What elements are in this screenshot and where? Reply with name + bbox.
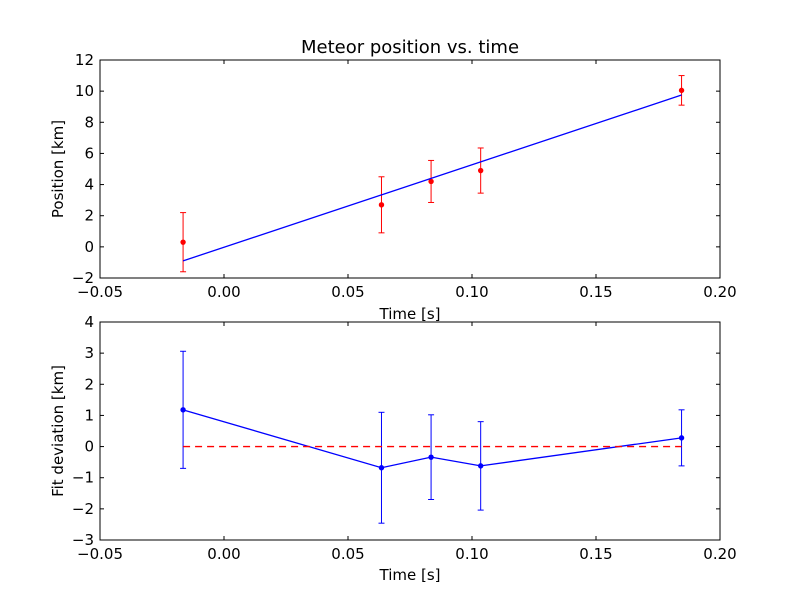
data-point bbox=[378, 202, 385, 208]
axis-ticks: −0.05 0.00 0.05 0.10 0.15 0.20 −3 −2 −1 0 1 2 3 4 bbox=[72, 313, 737, 563]
x-tick-label: 0.10 bbox=[455, 283, 488, 301]
data-point bbox=[477, 463, 484, 469]
x-tick-label: −0.05 bbox=[77, 545, 123, 563]
y-axis-label: Position [km] bbox=[49, 120, 67, 218]
x-tick-label: 0.00 bbox=[207, 283, 240, 301]
y-tick-label: 0 bbox=[84, 238, 94, 256]
plot-frame bbox=[99, 59, 721, 279]
chart-title: Meteor position vs. time bbox=[301, 37, 519, 58]
data-point bbox=[428, 454, 434, 460]
axis-ticks: −0.05 0.00 0.05 0.10 0.15 0.20 −2 0 2 4 6 8 10 12 bbox=[72, 51, 737, 301]
y-tick-label: 4 bbox=[84, 176, 94, 194]
y-tick-label: 2 bbox=[84, 375, 94, 393]
plot-frame bbox=[99, 321, 721, 541]
x-tick-label: 0.20 bbox=[703, 545, 736, 563]
y-axis-label: Fit deviation [km] bbox=[49, 365, 67, 497]
y-tick-label: 6 bbox=[84, 144, 94, 162]
y-tick-label: 10 bbox=[75, 82, 94, 100]
data-point bbox=[180, 407, 186, 413]
y-tick-label: 8 bbox=[84, 113, 94, 131]
plot-marks bbox=[180, 350, 685, 524]
y-tick-label: −2 bbox=[72, 500, 94, 518]
plot-marks bbox=[180, 75, 685, 273]
x-tick-label: −0.05 bbox=[77, 283, 123, 301]
x-tick-label: 0.05 bbox=[331, 283, 364, 301]
y-tick-label: −3 bbox=[72, 531, 94, 549]
data-point bbox=[428, 178, 434, 185]
x-tick-label: 0.15 bbox=[579, 545, 612, 563]
x-tick-label: 0.05 bbox=[331, 545, 364, 563]
x-axis-label: Time [s] bbox=[379, 566, 441, 584]
data-point bbox=[378, 465, 385, 471]
x-axis-label: Time [s] bbox=[379, 305, 441, 323]
x-tick-label: 0.10 bbox=[455, 545, 488, 563]
data-point bbox=[678, 87, 685, 94]
y-tick-label: 12 bbox=[75, 51, 94, 69]
y-tick-label: 2 bbox=[84, 207, 94, 225]
y-tick-label: 3 bbox=[84, 344, 94, 362]
x-tick-label: 0.00 bbox=[207, 545, 240, 563]
y-tick-label: 4 bbox=[84, 313, 94, 331]
x-tick-label: 0.20 bbox=[703, 283, 736, 301]
y-tick-label: 0 bbox=[84, 438, 94, 456]
deviation-panel: −0.05 0.00 0.05 0.10 0.15 0.20 −3 −2 −1 0 1 2 3 4 Tim… bbox=[49, 313, 737, 584]
data-point bbox=[477, 167, 484, 174]
data-point bbox=[678, 435, 685, 441]
y-tick-label: −1 bbox=[72, 469, 94, 487]
data-point bbox=[180, 239, 186, 245]
fit-line bbox=[182, 94, 682, 262]
y-tick-label: −2 bbox=[72, 269, 94, 287]
x-tick-label: 0.15 bbox=[579, 283, 612, 301]
y-tick-label: 1 bbox=[84, 406, 94, 424]
position-panel: Meteor position vs. time −0.05 0.00 0.05 0.… bbox=[49, 37, 737, 323]
